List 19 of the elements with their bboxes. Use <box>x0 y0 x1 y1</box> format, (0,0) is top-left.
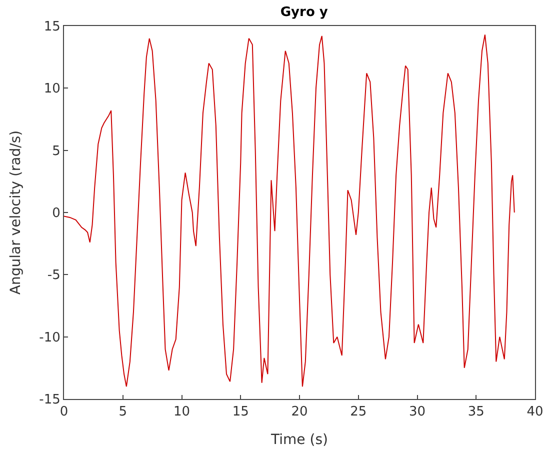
y-tick-label: 15 <box>44 20 60 35</box>
x-tick-label: 5 <box>118 404 128 420</box>
y-tick-label: 10 <box>44 82 60 97</box>
y-axis-title: Angular velocity (rad/s) <box>8 130 24 295</box>
y-tick-label: -5 <box>47 268 60 284</box>
x-tick-label: 10 <box>173 404 190 420</box>
x-tick-label: 35 <box>468 404 484 420</box>
x-tick-label: 20 <box>291 404 308 420</box>
chart-title: Gyro y <box>280 4 328 20</box>
x-axis-title: Time (s) <box>270 432 328 448</box>
y-tick-label: 5 <box>52 144 60 159</box>
y-tick-label: -10 <box>39 330 60 346</box>
y-tick-label: 0 <box>52 206 60 222</box>
x-tick-label: 40 <box>526 404 544 420</box>
x-tick-label: 25 <box>350 404 367 420</box>
x-tick-label: 15 <box>232 404 249 420</box>
x-tick-label: 30 <box>408 404 426 420</box>
y-tick-label: -15 <box>39 392 60 408</box>
line-series <box>64 34 515 388</box>
